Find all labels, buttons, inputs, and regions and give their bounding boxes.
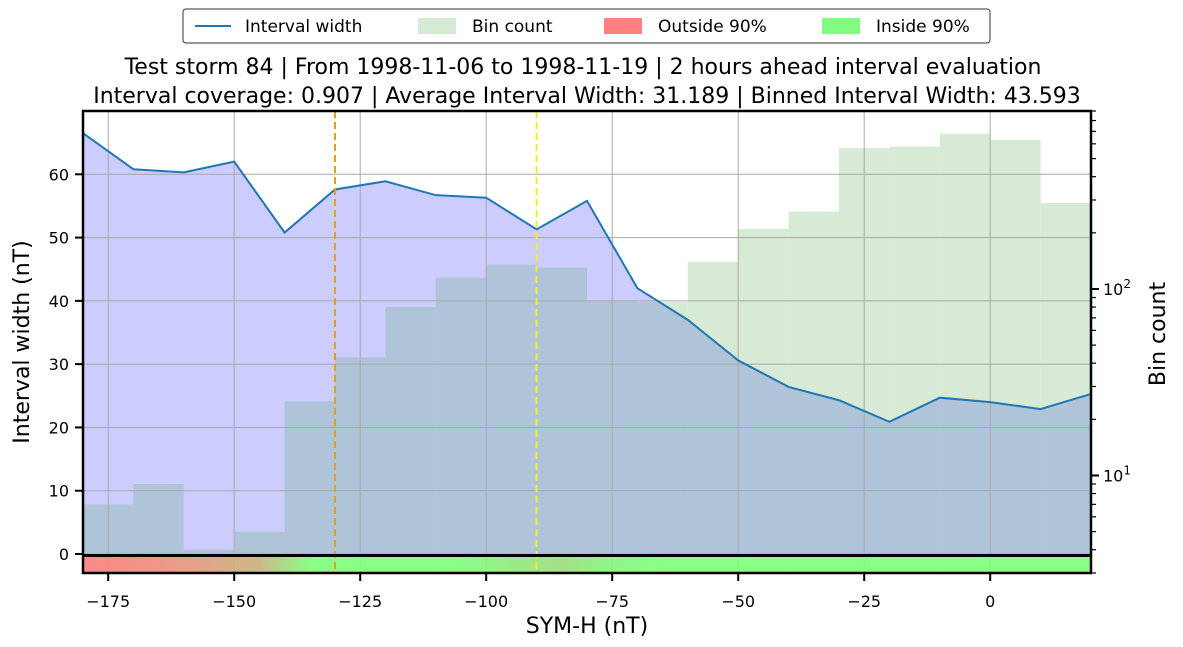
overlap-bar-9 xyxy=(536,267,587,555)
x-tick-label-6: −25 xyxy=(847,592,881,611)
x-tick-label-2: −125 xyxy=(338,592,382,611)
overlap-bar-2 xyxy=(183,549,235,555)
legend-label-outside: Outside 90% xyxy=(658,17,767,37)
y-tick-label-0: 0 xyxy=(59,545,69,564)
x-tick-label-5: −50 xyxy=(721,592,755,611)
threshold-lines xyxy=(334,111,538,573)
y-tick-label-5: 50 xyxy=(49,229,69,248)
overlap-bar-3 xyxy=(234,531,285,555)
overlap-bar-11 xyxy=(637,302,688,555)
plot-frame xyxy=(81,109,1093,575)
y-tick-label-2: 20 xyxy=(49,418,69,437)
overlap-bar-4 xyxy=(284,401,335,555)
interval-width-series xyxy=(83,132,1091,423)
overlap-bar-6 xyxy=(385,307,436,555)
x-tick-label-4: −75 xyxy=(595,592,629,611)
x-tick-label-0: −175 xyxy=(86,592,130,611)
x-tick-label-3: −100 xyxy=(464,592,508,611)
plot-area xyxy=(83,111,1091,573)
overlap-bar-1 xyxy=(133,484,184,555)
x-axis: −175 −150 −125 −100 −75 −50 −25 0 xyxy=(86,573,995,611)
x-axis-title: SYM-H (nT) xyxy=(526,614,648,639)
legend-label-bin-count: Bin count xyxy=(472,17,553,37)
legend-swatch-outside xyxy=(604,18,642,34)
y2-tick-label-1: 102 xyxy=(1103,277,1131,299)
overlap-bar-8 xyxy=(486,264,537,555)
grid xyxy=(83,111,1091,573)
chart-title: Test storm 84 | From 1998-11-06 to 1998-… xyxy=(124,55,1042,80)
y-tick-label-3: 30 xyxy=(49,355,69,374)
x-tick-label-7: 0 xyxy=(985,592,995,611)
legend-label-inside: Inside 90% xyxy=(876,17,970,37)
y-tick-label-1: 10 xyxy=(49,482,69,501)
y-axis: 0 10 20 30 40 50 60 xyxy=(49,165,83,564)
y2-axis: 101 102 xyxy=(1091,110,1131,574)
y-tick-label-6: 60 xyxy=(49,165,69,184)
legend-frame xyxy=(182,8,991,44)
legend-label-interval-width: Interval width xyxy=(245,17,362,37)
interval-width-line xyxy=(83,132,1091,423)
legend-swatch-bin-count xyxy=(418,18,456,34)
y2-axis-title: Bin count xyxy=(1146,282,1171,387)
y2-tick-label-0: 101 xyxy=(1103,463,1131,485)
legend: Interval width Bin count Outside 90% Ins… xyxy=(182,8,991,44)
overlap-bar-7 xyxy=(435,277,487,555)
legend-swatch-inside xyxy=(822,18,860,34)
y-axis-title: Interval width (nT) xyxy=(10,240,35,443)
x-tick-label-1: −150 xyxy=(212,592,256,611)
chart-subtitle: Interval coverage: 0.907 | Average Inter… xyxy=(93,84,1081,109)
y-tick-label-4: 40 xyxy=(49,292,69,311)
